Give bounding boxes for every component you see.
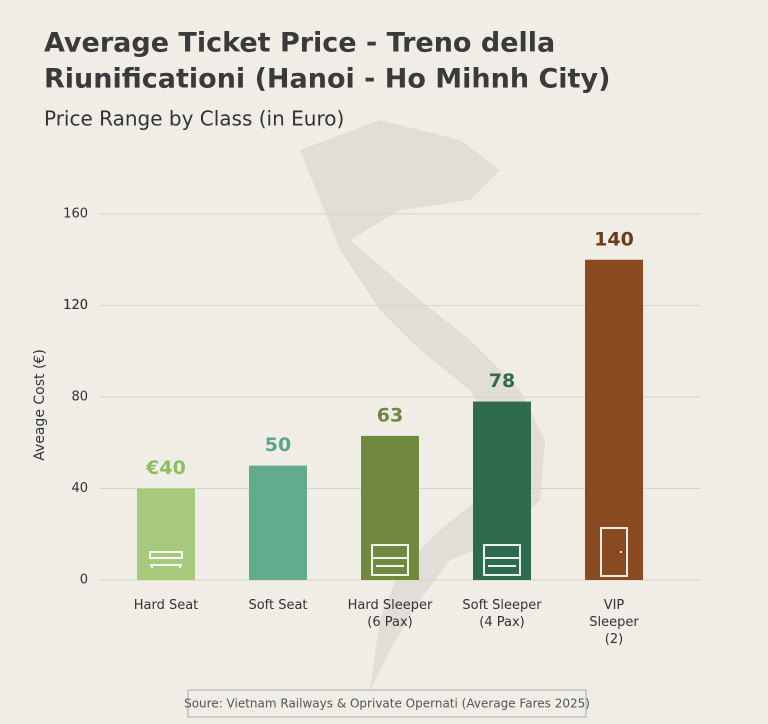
y-tick-label: 120 <box>63 298 88 313</box>
bar <box>473 401 531 580</box>
bar <box>361 435 419 580</box>
value-label: 63 <box>377 404 403 426</box>
x-tick-label: Hard Sleeper (6 Pax) <box>348 598 433 630</box>
source-box <box>187 689 587 718</box>
value-label: 78 <box>489 370 515 392</box>
icons <box>149 527 628 577</box>
bar <box>249 465 307 580</box>
bar <box>137 488 195 580</box>
value-label: 50 <box>265 434 291 456</box>
y-tick-label: 0 <box>80 573 88 588</box>
chart-subtitle: Price Range by Class (in Euro) <box>44 107 344 131</box>
chart-title: Riunificationi (Hanoi - Ho Mihnh City) <box>44 64 610 95</box>
source: Soure: Vietnam Railways & Oprivate Opern… <box>184 697 590 711</box>
x-tick-label: Hard Seat <box>134 598 199 613</box>
x-tick-label: VIP Sleeper (2) <box>589 598 639 647</box>
y-tick-label: 80 <box>71 390 88 405</box>
chart-title: Average Ticket Price - Treno della <box>44 28 555 59</box>
value-label: 140 <box>594 228 634 250</box>
y-tick-label: 160 <box>63 207 88 222</box>
bar <box>585 259 643 580</box>
y-axis-label: Aveage Cost (€) <box>32 349 48 461</box>
x-tick-label: Soft Sleeper (4 Pax) <box>462 598 542 630</box>
y-tick-label: 40 <box>71 481 88 496</box>
x-tick-label: Soft Seat <box>248 598 307 613</box>
y-tick-label: 120 <box>63 298 88 313</box>
value-label: €40 <box>145 457 186 479</box>
map-background <box>300 120 545 690</box>
